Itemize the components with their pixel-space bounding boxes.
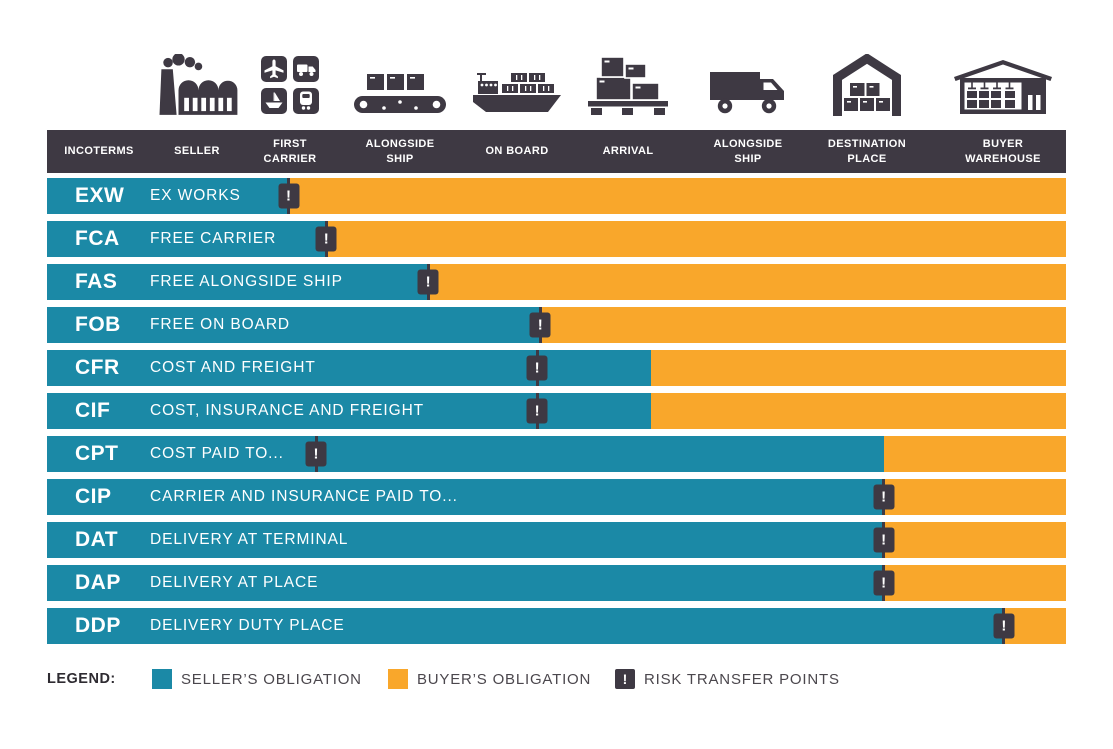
incoterm-row-dat: ! DAT DELIVERY AT TERMINAL	[47, 522, 1066, 558]
seller-obligation-bar	[47, 221, 327, 257]
seller-swatch	[152, 669, 172, 689]
seller-obligation-bar	[47, 307, 541, 343]
incoterm-name: FREE CARRIER	[150, 230, 277, 247]
legend: LEGEND: SELLER’S OBLIGATION BUYER’S OBLI…	[0, 664, 1113, 694]
conveyor-belt-icon	[354, 72, 446, 114]
incoterm-code: CIF	[75, 399, 111, 422]
incoterm-row-cip: ! CIP CARRIER AND INSURANCE PAID TO...	[47, 479, 1066, 515]
risk-marker-badge: !	[305, 441, 327, 467]
legend-item-seller: SELLER’S OBLIGATION	[152, 669, 362, 689]
risk-marker-badge: !	[417, 269, 439, 295]
factory-icon	[150, 54, 245, 115]
incoterm-code: FCA	[75, 227, 120, 250]
incoterm-code: EXW	[75, 184, 125, 207]
incoterm-name: COST AND FREIGHT	[150, 359, 316, 376]
risk-marker-badge: !	[529, 312, 551, 338]
incoterm-name: DELIVERY AT TERMINAL	[150, 531, 349, 548]
legend-risk-label: RISK TRANSFER POINTS	[644, 670, 840, 688]
risk-swatch: !	[615, 669, 635, 689]
header-seller: SELLER	[174, 145, 220, 158]
incoterm-code: FOB	[75, 313, 121, 336]
seller-obligation-bar	[47, 608, 1004, 644]
seller-obligation-bar	[47, 479, 884, 515]
incoterm-row-fob: ! FOB FREE ON BOARD	[47, 307, 1066, 343]
incoterm-name: FREE ON BOARD	[150, 316, 291, 333]
header-on-board: ON BOARD	[485, 145, 549, 158]
legend-title: LEGEND:	[47, 671, 116, 687]
incoterm-code: CPT	[75, 442, 119, 465]
truck-icon	[710, 66, 786, 114]
pallet-boxes-icon	[588, 52, 668, 116]
incoterm-name: FREE ALONGSIDE SHIP	[150, 273, 343, 290]
risk-marker-badge: !	[873, 527, 895, 553]
risk-marker-badge: !	[526, 355, 548, 381]
risk-marker-badge: !	[315, 226, 337, 252]
seller-obligation-bar	[47, 393, 652, 429]
incoterm-code: CIP	[75, 485, 112, 508]
rack-warehouse-icon	[953, 58, 1053, 114]
seller-obligation-bar	[47, 178, 289, 214]
incoterm-row-fca: ! FCA FREE CARRIER	[47, 221, 1066, 257]
legend-buyer-label: BUYER’S OBLIGATION	[417, 670, 592, 688]
incoterm-name: COST, INSURANCE AND FREIGHT	[150, 402, 425, 419]
incoterm-row-cif: ! CIF COST, INSURANCE AND FREIGHT	[47, 393, 1066, 429]
column-header-bar: INCOTERMS SELLER FIRST CARRIER ALONGSIDE…	[47, 130, 1066, 173]
incoterm-name: EX WORKS	[150, 187, 241, 204]
incoterm-name: COST PAID TO...	[150, 445, 284, 462]
seller-obligation-bar	[47, 436, 884, 472]
incoterm-code: DAT	[75, 528, 119, 551]
incoterm-rows: ! EXW EX WORKS ! FCA FREE CARRIER ! FAS …	[47, 178, 1066, 644]
incoterm-code: DAP	[75, 571, 121, 594]
incoterm-row-ddp: ! DDP DELIVERY DUTY PLACE	[47, 608, 1066, 644]
header-first-carrier: FIRST CARRIER	[263, 138, 317, 165]
incoterm-name: CARRIER AND INSURANCE PAID TO...	[150, 488, 458, 505]
header-arrival: ARRIVAL	[602, 145, 654, 158]
multimodal-transport-icon	[261, 56, 319, 114]
incoterm-code: DDP	[75, 614, 121, 637]
warehouse-shed-icon	[833, 54, 901, 116]
seller-obligation-bar	[47, 522, 884, 558]
seller-obligation-bar	[47, 264, 429, 300]
header-alongside-ship-1: ALONGSIDE SHIP	[365, 138, 435, 165]
incoterm-row-dap: ! DAP DELIVERY AT PLACE	[47, 565, 1066, 601]
incoterm-row-fas: ! FAS FREE ALONGSIDE SHIP	[47, 264, 1066, 300]
seller-obligation-bar	[47, 350, 652, 386]
seller-obligation-bar	[47, 565, 884, 601]
buyer-swatch	[388, 669, 408, 689]
legend-item-risk: ! RISK TRANSFER POINTS	[615, 669, 840, 689]
incoterm-row-exw: ! EXW EX WORKS	[47, 178, 1066, 214]
incoterm-name: DELIVERY DUTY PLACE	[150, 617, 345, 634]
header-destination-place: DESTINATION PLACE	[827, 138, 907, 165]
header-buyer-warehouse: BUYER WAREHOUSE	[965, 138, 1041, 165]
incoterm-row-cpt: ! CPT COST PAID TO...	[47, 436, 1066, 472]
incoterm-code: CFR	[75, 356, 120, 379]
risk-marker-badge: !	[993, 613, 1015, 639]
legend-seller-label: SELLER’S OBLIGATION	[181, 670, 362, 688]
container-ship-icon	[471, 64, 563, 114]
header-alongside-ship-2: ALONGSIDE SHIP	[713, 138, 783, 165]
header-incoterms: INCOTERMS	[64, 145, 134, 158]
incoterm-name: DELIVERY AT PLACE	[150, 574, 319, 591]
incoterm-row-cfr: ! CFR COST AND FREIGHT	[47, 350, 1066, 386]
risk-marker-badge: !	[526, 398, 548, 424]
risk-marker-badge: !	[278, 183, 299, 209]
risk-marker-badge: !	[873, 484, 895, 510]
incoterm-code: FAS	[75, 270, 118, 293]
risk-marker-badge: !	[873, 570, 895, 596]
legend-item-buyer: BUYER’S OBLIGATION	[388, 669, 591, 689]
